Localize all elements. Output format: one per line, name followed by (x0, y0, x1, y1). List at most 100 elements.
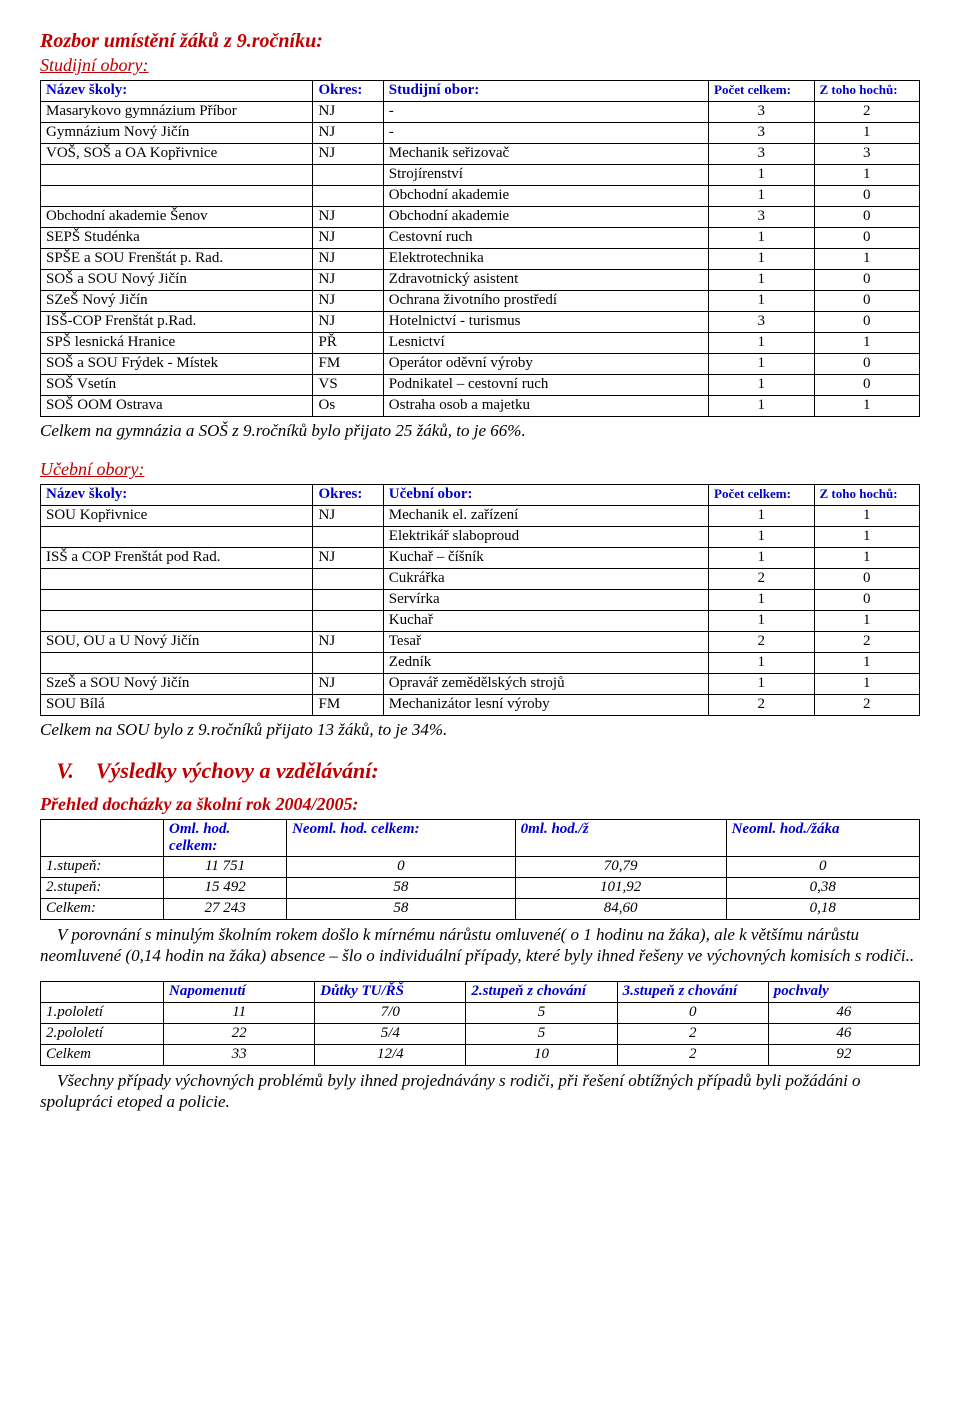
table-cell: 0 (814, 312, 920, 333)
col-obor: Studijní obor: (383, 81, 708, 102)
table-cell: 1 (814, 674, 920, 695)
col2-nazev: Název školy: (41, 485, 313, 506)
table-cell: SPŠE a SOU Frenštát p. Rad. (41, 249, 313, 270)
studijni-obory-label: Studijní obory: (40, 55, 920, 76)
table-row: Kuchař11 (41, 611, 920, 632)
table-row: SOŠ OOM OstravaOsOstraha osob a majetku1… (41, 396, 920, 417)
table-cell: 1 (814, 165, 920, 186)
table-cell: 0 (814, 270, 920, 291)
table-cell: NJ (313, 312, 383, 333)
table-cell: 92 (768, 1044, 919, 1065)
table-cell: Zdravotnický asistent (383, 270, 708, 291)
table-row: VOŠ, SOŠ a OA KopřivniceNJMechanik seřiz… (41, 144, 920, 165)
table-cell: 5/4 (315, 1023, 466, 1044)
table-cell: 5 (466, 1002, 617, 1023)
table-cell: 0,38 (726, 878, 919, 899)
table-cell: 2 (617, 1044, 768, 1065)
table-cell: 0 (814, 291, 920, 312)
table-cell: 0 (726, 857, 919, 878)
table-cell: 1 (709, 548, 814, 569)
table-cell (41, 527, 313, 548)
table-cell: SEPŠ Studénka (41, 228, 313, 249)
table-cell: Kuchař – číšník (383, 548, 708, 569)
table-cell: Cestovní ruch (383, 228, 708, 249)
table-row: ISŠ-COP Frenštát p.Rad.NJHotelnictví - t… (41, 312, 920, 333)
beh-c0 (41, 981, 164, 1002)
table-cell: 58 (287, 878, 516, 899)
table-row: Strojírenství11 (41, 165, 920, 186)
table-cell (313, 590, 383, 611)
behavior-note-text: Všechny případy výchovných problémů byly… (40, 1071, 861, 1111)
table-cell: 1 (814, 396, 920, 417)
col-hochu: Z toho hochů: (814, 81, 920, 102)
table-cell: 1 (709, 653, 814, 674)
col2-hochu: Z toho hochů: (814, 485, 920, 506)
table-cell: 2 (814, 102, 920, 123)
table-cell: 58 (287, 899, 516, 920)
table-row: 1.pololetí117/05046 (41, 1002, 920, 1023)
col-nazev: Název školy: (41, 81, 313, 102)
page-title: Rozbor umístění žáků z 9.ročníku: (40, 30, 920, 53)
table-row: SPŠE a SOU Frenštát p. Rad.NJElektrotech… (41, 249, 920, 270)
table-cell: 22 (164, 1023, 315, 1044)
col2-okres: Okres: (313, 485, 383, 506)
table-cell: 2 (709, 632, 814, 653)
table-cell (41, 653, 313, 674)
table-row: SOŠ a SOU Frýdek - MístekFMOperátor oděv… (41, 354, 920, 375)
table-cell (41, 611, 313, 632)
table-cell: 3 (709, 102, 814, 123)
table-cell: SOU, OU a U Nový Jičín (41, 632, 313, 653)
table-cell: Obchodní akademie (383, 207, 708, 228)
table-cell: 1 (814, 527, 920, 548)
table-cell: 1 (814, 653, 920, 674)
table-cell: Ostraha osob a majetku (383, 396, 708, 417)
table-cell: 27 243 (164, 899, 287, 920)
attendance-table: Oml. hod. celkem: Neoml. hod. celkem: 0m… (40, 819, 920, 920)
table-cell: Obchodní akademie Šenov (41, 207, 313, 228)
table-cell: FM (313, 354, 383, 375)
table-cell: Celkem: (41, 899, 164, 920)
table-cell: 10 (466, 1044, 617, 1065)
table-row: Zedník11 (41, 653, 920, 674)
table-cell: ISŠ-COP Frenštát p.Rad. (41, 312, 313, 333)
beh-c5: pochvaly (768, 981, 919, 1002)
table-cell: SPŠ lesnická Hranice (41, 333, 313, 354)
col-okres: Okres: (313, 81, 383, 102)
table-cell: 2.stupeň: (41, 878, 164, 899)
table-cell: 7/0 (315, 1002, 466, 1023)
table-cell: NJ (313, 270, 383, 291)
table-cell (41, 165, 313, 186)
table-cell: VS (313, 375, 383, 396)
table-cell: NJ (313, 249, 383, 270)
table-cell: 3 (709, 207, 814, 228)
table-row: SOŠ a SOU Nový JičínNJZdravotnický asist… (41, 270, 920, 291)
table-cell (313, 653, 383, 674)
table-row: 2.stupeň:15 49258101,920,38 (41, 878, 920, 899)
att-c3: 0ml. hod./ž (515, 820, 726, 857)
table-row: 1.stupeň:11 751070,790 (41, 857, 920, 878)
section-numeral: V. (57, 758, 74, 783)
table-cell: Zedník (383, 653, 708, 674)
table-cell: Mechanik seřizovač (383, 144, 708, 165)
table-cell: NJ (313, 123, 383, 144)
table-cell: SZeŠ Nový Jičín (41, 291, 313, 312)
table-cell: SOU Bílá (41, 695, 313, 716)
table-cell: 1 (709, 396, 814, 417)
table-cell: 0 (617, 1002, 768, 1023)
table-row: Masarykovo gymnázium PříborNJ-32 (41, 102, 920, 123)
table-cell: 3 (709, 312, 814, 333)
att-c2: Neoml. hod. celkem: (287, 820, 516, 857)
table-cell (313, 569, 383, 590)
table-cell: SOU Kopřivnice (41, 506, 313, 527)
table-cell: 46 (768, 1002, 919, 1023)
table-cell: 46 (768, 1023, 919, 1044)
table-cell: Elektrikář slaboproud (383, 527, 708, 548)
table-cell: Lesnictví (383, 333, 708, 354)
table-cell: 5 (466, 1023, 617, 1044)
table-cell: NJ (313, 291, 383, 312)
table-cell: 1 (814, 249, 920, 270)
table-cell: 1 (709, 611, 814, 632)
table-cell: 3 (709, 123, 814, 144)
table-cell: Os (313, 396, 383, 417)
table-row: SOU KopřivniceNJMechanik el. zařízení11 (41, 506, 920, 527)
